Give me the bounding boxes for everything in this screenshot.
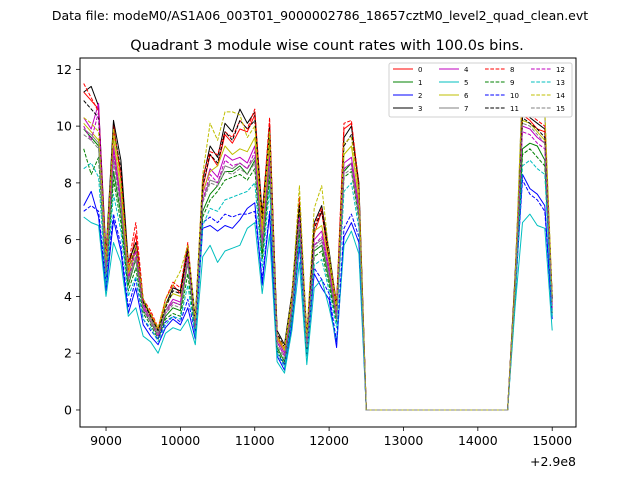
x-tick-label: 14000 [458, 433, 498, 448]
legend-label-5: 5 [464, 79, 468, 87]
legend-label-15: 15 [556, 105, 565, 113]
chart-title: Quadrant 3 module wise count rates with … [130, 38, 524, 54]
legend-label-8: 8 [510, 66, 514, 74]
x-tick-label: 11000 [235, 433, 275, 448]
y-tick-label: 6 [64, 232, 72, 247]
legend-label-6: 6 [464, 92, 469, 100]
series-line-9 [83, 148, 553, 411]
legend-label-1: 1 [418, 79, 422, 87]
legend-label-2: 2 [418, 92, 422, 100]
y-tick-label: 2 [64, 346, 72, 361]
y-tick-label: 12 [56, 62, 72, 77]
x-tick-label: 9000 [90, 433, 122, 448]
chart-suptitle: Data file: modeM0/AS1A06_003T01_90000027… [52, 8, 588, 23]
legend-label-7: 7 [464, 105, 468, 113]
legend-label-4: 4 [464, 66, 469, 74]
legend-label-12: 12 [556, 66, 565, 74]
y-tick-label: 8 [64, 175, 72, 190]
legend-label-0: 0 [418, 66, 422, 74]
legend-label-11: 11 [510, 105, 519, 113]
legend-label-3: 3 [418, 105, 422, 113]
x-tick-label: 13000 [384, 433, 424, 448]
x-tick-label: 12000 [309, 433, 349, 448]
legend-label-10: 10 [510, 92, 519, 100]
series-line-15 [83, 122, 553, 411]
series-layer [83, 80, 553, 411]
y-tick-label: 10 [56, 119, 72, 134]
x-axis-offset-label: +2.9e8 [530, 454, 576, 469]
legend-label-13: 13 [556, 79, 565, 87]
y-tick-label: 0 [64, 402, 72, 417]
series-line-10 [83, 179, 553, 411]
x-axis: 9000 10000 11000 12000 13000 14000 15000 [90, 427, 572, 448]
x-tick-label: 15000 [532, 433, 572, 448]
plot-area: 9000 10000 11000 12000 13000 14000 15000 0 2 4 6 8… [56, 57, 577, 469]
y-tick-label: 4 [64, 289, 72, 304]
legend-label-14: 14 [556, 92, 565, 100]
x-tick-label: 10000 [161, 433, 201, 448]
legend-label-9: 9 [510, 79, 514, 87]
legend-frame [388, 62, 573, 118]
y-axis: 0 2 4 6 8 10 12 [56, 62, 80, 417]
axes-frame [79, 57, 577, 428]
